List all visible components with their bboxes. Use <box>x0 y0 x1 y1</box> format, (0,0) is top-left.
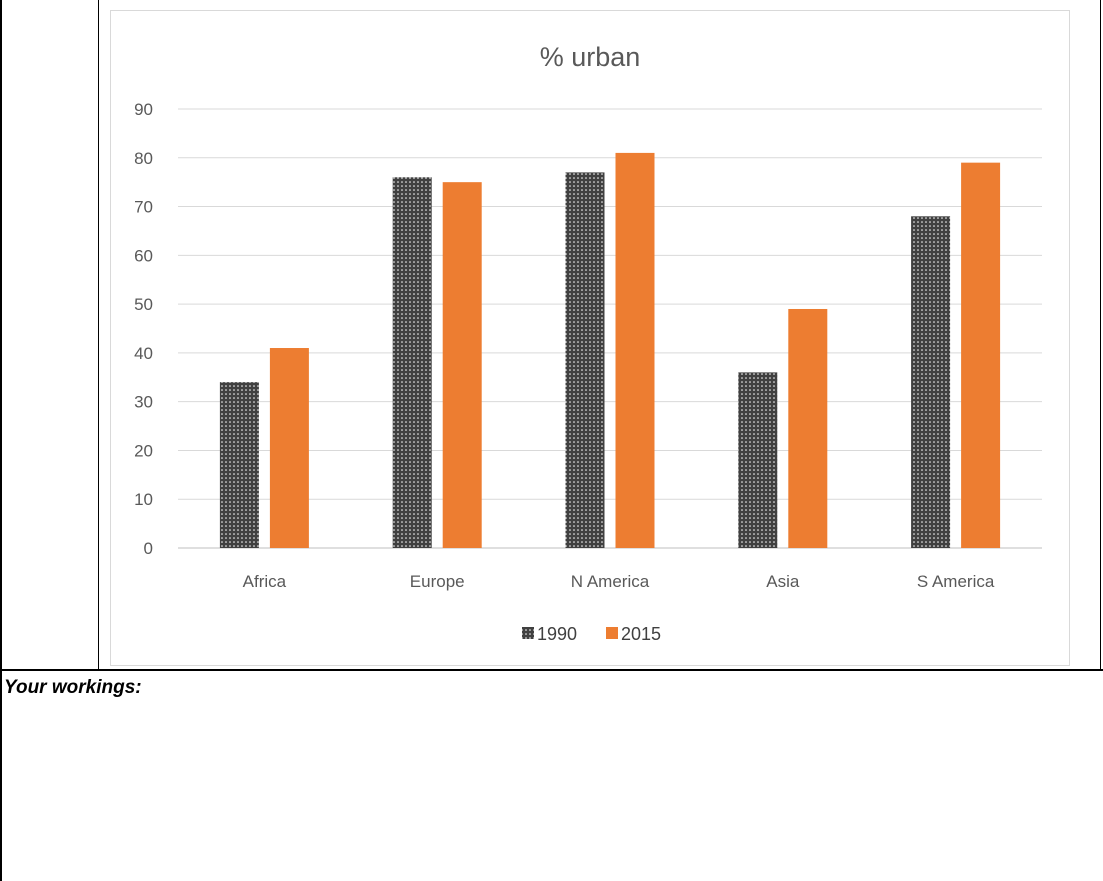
bar-1990-africa <box>219 382 259 548</box>
y-tick-label: 50 <box>134 295 153 314</box>
bar-2015-s-america <box>961 162 1001 548</box>
y-axis-ticks: 0 10 20 30 40 50 60 70 80 90 <box>134 100 153 558</box>
legend-swatch-2015 <box>606 627 618 639</box>
y-tick-label: 80 <box>134 149 153 168</box>
y-tick-label: 20 <box>134 441 153 460</box>
bar-1990-n-america <box>565 172 605 548</box>
bar-2015-asia <box>788 308 828 548</box>
workings-label: Your workings: <box>4 677 142 698</box>
table-border-row <box>0 669 1103 671</box>
x-tick-label: Europe <box>410 572 465 591</box>
x-axis-ticks: Africa Europe N America Asia S America <box>243 572 995 591</box>
x-tick-label: Asia <box>766 572 800 591</box>
table-border-inner <box>98 0 99 670</box>
y-tick-label: 10 <box>134 490 153 509</box>
legend-label: 1990 <box>537 624 577 644</box>
y-tick-label: 40 <box>134 344 153 363</box>
gridlines <box>178 108 1042 549</box>
bar-1990-asia <box>738 372 778 548</box>
y-tick-label: 0 <box>144 539 153 558</box>
bars <box>219 152 1001 549</box>
y-tick-label: 30 <box>134 393 153 412</box>
bar-1990-europe <box>392 177 432 549</box>
y-tick-label: 60 <box>134 246 153 265</box>
bar-2015-europe <box>442 182 482 548</box>
chart-title: % urban <box>540 42 641 72</box>
chart-area <box>110 10 1070 666</box>
y-tick-label: 90 <box>134 100 153 119</box>
legend: 1990 2015 <box>522 624 661 644</box>
legend-label: 2015 <box>621 624 661 644</box>
x-tick-label: Africa <box>243 572 287 591</box>
table-border-left <box>0 0 2 881</box>
y-tick-label: 70 <box>134 198 153 217</box>
table-border-right <box>1100 0 1101 670</box>
x-tick-label: S America <box>917 572 995 591</box>
bar-2015-africa <box>269 348 309 548</box>
x-tick-label: N America <box>571 572 650 591</box>
legend-swatch-1990 <box>522 627 534 639</box>
bar-1990-s-america <box>911 216 951 549</box>
bar-2015-n-america <box>615 152 655 548</box>
